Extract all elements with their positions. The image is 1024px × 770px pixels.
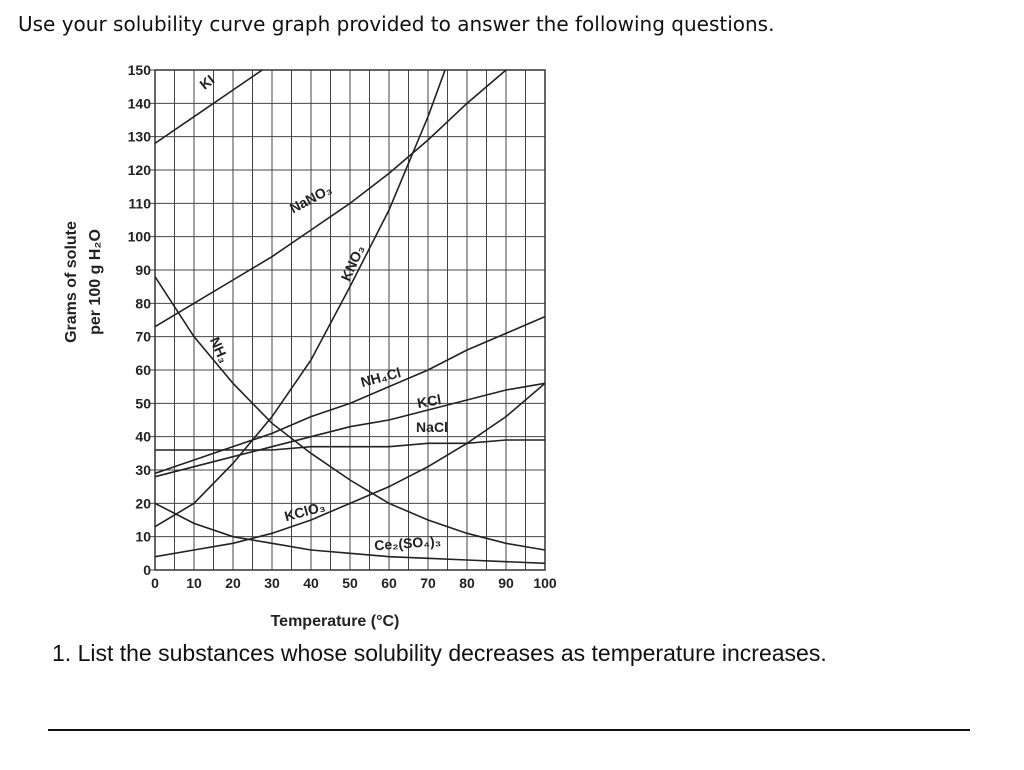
curve-label: NH₃ xyxy=(207,335,232,366)
y-tick-label: 20 xyxy=(135,495,151,511)
y-tick-label: 130 xyxy=(128,129,152,145)
y-tick-label: 120 xyxy=(128,162,152,178)
solubility-curve xyxy=(155,382,545,478)
x-tick-label: 100 xyxy=(533,575,557,591)
x-tick-label: 0 xyxy=(151,575,159,591)
solubility-curve xyxy=(155,382,545,558)
x-tick-label: 80 xyxy=(459,575,475,591)
y-tick-label: 0 xyxy=(143,562,151,578)
x-tick-label: 20 xyxy=(225,575,241,591)
solubility-curve xyxy=(155,70,446,528)
y-axis-label: Grams of solute xyxy=(63,221,80,343)
y-tick-label: 50 xyxy=(135,395,151,411)
y-tick-label: 140 xyxy=(128,95,152,111)
curve-label: NH₄Cl xyxy=(359,364,403,390)
x-tick-label: 50 xyxy=(342,575,358,591)
y-tick-label: 40 xyxy=(135,429,151,445)
y-tick-label: 80 xyxy=(135,295,151,311)
solubility-curve xyxy=(155,70,508,328)
curve-label: NaCl xyxy=(416,419,448,435)
y-tick-label: 70 xyxy=(135,329,151,345)
solubility-curve xyxy=(155,276,545,551)
solubility-curve xyxy=(155,315,545,475)
y-tick-label: 10 xyxy=(135,529,151,545)
y-tick-label: 60 xyxy=(135,362,151,378)
y-tick-label: 30 xyxy=(135,462,151,478)
question: 1. List the substances whose solubility … xyxy=(52,640,827,666)
x-tick-label: 30 xyxy=(264,575,280,591)
x-tick-label: 60 xyxy=(381,575,397,591)
x-axis-label: Temperature (°C) xyxy=(271,613,400,630)
curve-label: KClO₃ xyxy=(283,498,327,524)
y-tick-label: 150 xyxy=(128,62,152,78)
y-axis-label: per 100 g H₂O xyxy=(87,229,104,335)
x-tick-label: 90 xyxy=(498,575,514,591)
curve-label: Ce₂(SO₄)₃ xyxy=(374,533,442,554)
y-tick-label: 90 xyxy=(135,262,151,278)
curve-label: KI xyxy=(196,71,217,92)
solubility-curve xyxy=(155,439,545,451)
y-tick-label: 100 xyxy=(128,229,152,245)
solubility-chart: 0 10 20 30 40 50 60 70 80 90 100 110 120 130 140 150 0 10… xyxy=(63,62,557,630)
answer-line xyxy=(48,729,970,731)
x-tick-label: 70 xyxy=(420,575,436,591)
y-tick-label: 110 xyxy=(128,195,151,211)
plot-frame xyxy=(154,69,546,571)
x-tick-label: 40 xyxy=(303,575,319,591)
curve-label: KCl xyxy=(416,391,443,411)
instructions: Use your solubility curve graph provided… xyxy=(18,12,775,36)
solubility-curve xyxy=(155,502,545,565)
x-tick-label: 10 xyxy=(186,575,202,591)
curves xyxy=(155,70,545,565)
solubility-curve xyxy=(155,70,264,144)
